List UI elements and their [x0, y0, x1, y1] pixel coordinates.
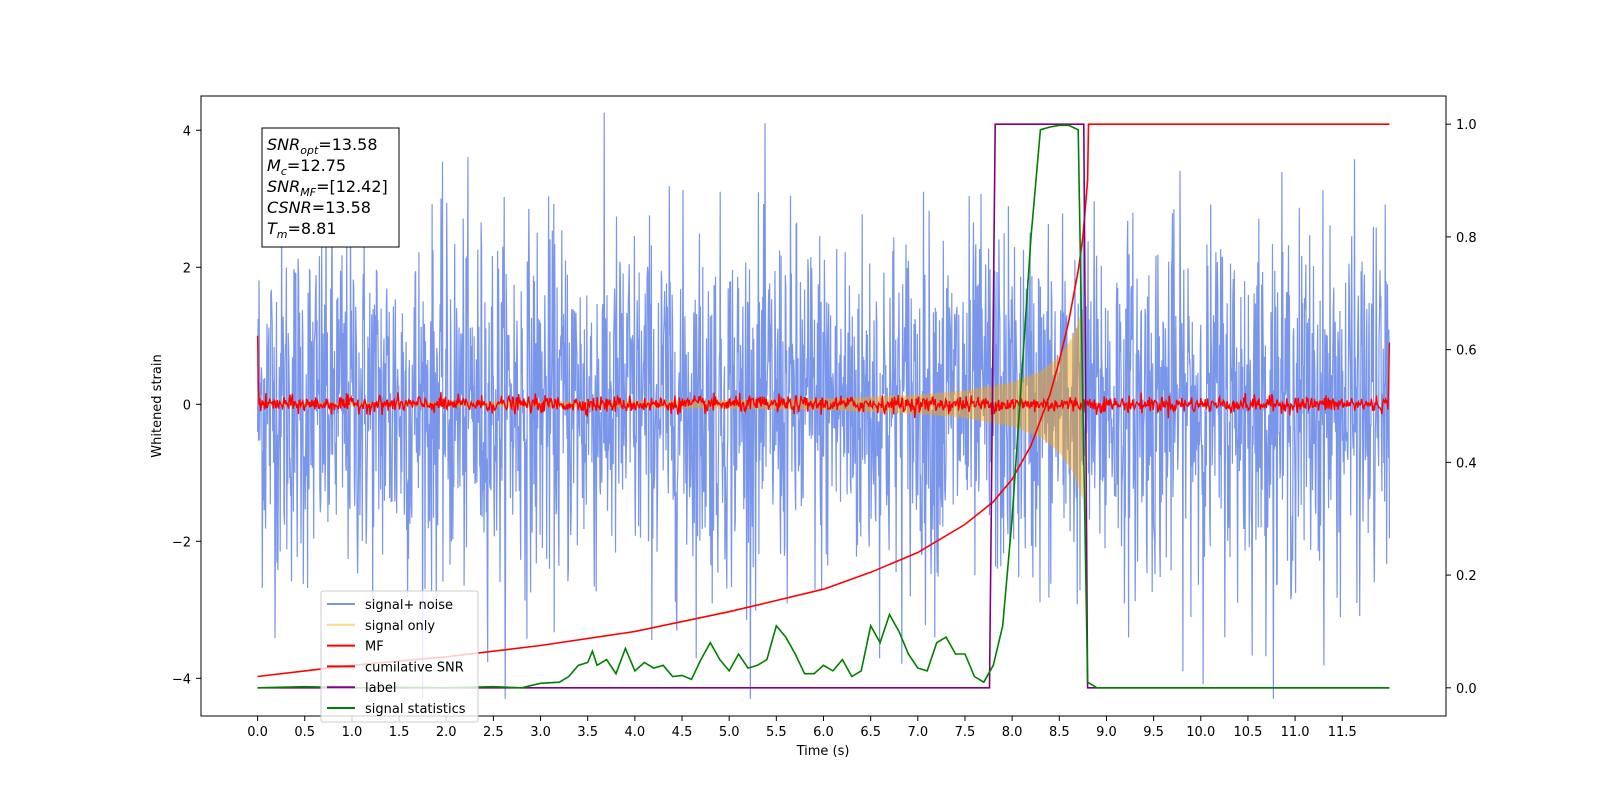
legend-label: cumilative SNR [365, 660, 464, 675]
annotation-line: CSNR=13.58 [267, 198, 371, 217]
x-tick-label: 2.5 [483, 725, 504, 740]
x-axis: 0.0 0.5 1.0 1.5 2.0 2.5 3.0 3.5 4.0 4.5 5.0 5.5 6.0 6… [247, 716, 1357, 740]
legend-label: label [365, 681, 396, 696]
x-tick-label: 9.0 [1096, 725, 1117, 740]
y2-tick-label: 0.6 [1456, 344, 1477, 359]
y-axis-right: 0.0 0.2 0.4 0.6 0.8 1.0 [1446, 118, 1477, 697]
annotation-line: Tm=8.81 [267, 219, 337, 241]
x-tick-label: 2.0 [436, 725, 457, 740]
legend-frame [320, 590, 479, 723]
x-tick-label: 1.5 [389, 725, 410, 740]
x-tick-label: 10.0 [1186, 725, 1215, 740]
x-tick-label: 9.5 [1143, 725, 1164, 740]
y2-tick-label: 0.0 [1456, 682, 1477, 697]
y2-tick-label: 0.4 [1456, 456, 1477, 471]
x-tick-label: 7.0 [907, 725, 928, 740]
x-axis-label: Time (s) [796, 744, 850, 759]
annotation-line: SNRMF=[12.42] [267, 177, 388, 199]
x-tick-label: 5.5 [766, 725, 787, 740]
y-tick-label: −4 [172, 672, 191, 687]
y-tick-label: −2 [172, 535, 191, 550]
x-tick-label: 8.5 [1049, 725, 1070, 740]
annotation-line: SNRopt=13.58 [267, 135, 378, 157]
legend-label: MF [365, 640, 384, 655]
x-tick-label: 7.5 [955, 725, 976, 740]
y-tick-label: 0 [183, 398, 191, 413]
series-signal-statistics [257, 124, 1390, 689]
x-tick-label: 11.5 [1328, 725, 1357, 740]
x-tick-label: 6.0 [813, 725, 834, 740]
x-tick-label: 0.5 [294, 725, 315, 740]
x-tick-label: 3.5 [577, 725, 598, 740]
legend: signal+ noise signal only MF cumilative SNR… [320, 590, 479, 723]
x-tick-label: 8.0 [1002, 725, 1023, 740]
x-tick-label: 6.5 [860, 725, 881, 740]
series-mf [256, 335, 1391, 419]
y2-tick-label: 1.0 [1456, 118, 1477, 133]
annotation-line: Mc=12.75 [267, 156, 346, 178]
x-tick-label: 0.0 [247, 725, 268, 740]
y-tick-label: 2 [183, 261, 191, 276]
series-signal-noise [257, 112, 1391, 699]
x-tick-label: 10.5 [1233, 725, 1262, 740]
y-axis-left: −4 −2 0 2 4 [172, 124, 201, 687]
annotation-box-frame [261, 127, 400, 248]
y2-tick-label: 0.2 [1456, 569, 1477, 584]
x-tick-label: 5.0 [719, 725, 740, 740]
plot-area [256, 112, 1391, 699]
y2-tick-label: 0.8 [1456, 231, 1477, 246]
legend-label: signal+ noise [365, 598, 453, 613]
x-tick-label: 4.5 [672, 725, 693, 740]
y-tick-label: 4 [183, 124, 191, 139]
x-tick-label: 1.0 [342, 725, 363, 740]
x-tick-label: 4.0 [625, 725, 646, 740]
x-tick-label: 11.0 [1281, 725, 1310, 740]
legend-label: signal statistics [365, 702, 466, 717]
y-axis-label: Whitened strain [150, 354, 165, 457]
annotation-box: SNRopt=13.58Mc=12.75SNRMF=[12.42]CSNR=13… [261, 127, 400, 248]
legend-label: signal only [365, 619, 435, 634]
x-tick-label: 3.0 [530, 725, 551, 740]
